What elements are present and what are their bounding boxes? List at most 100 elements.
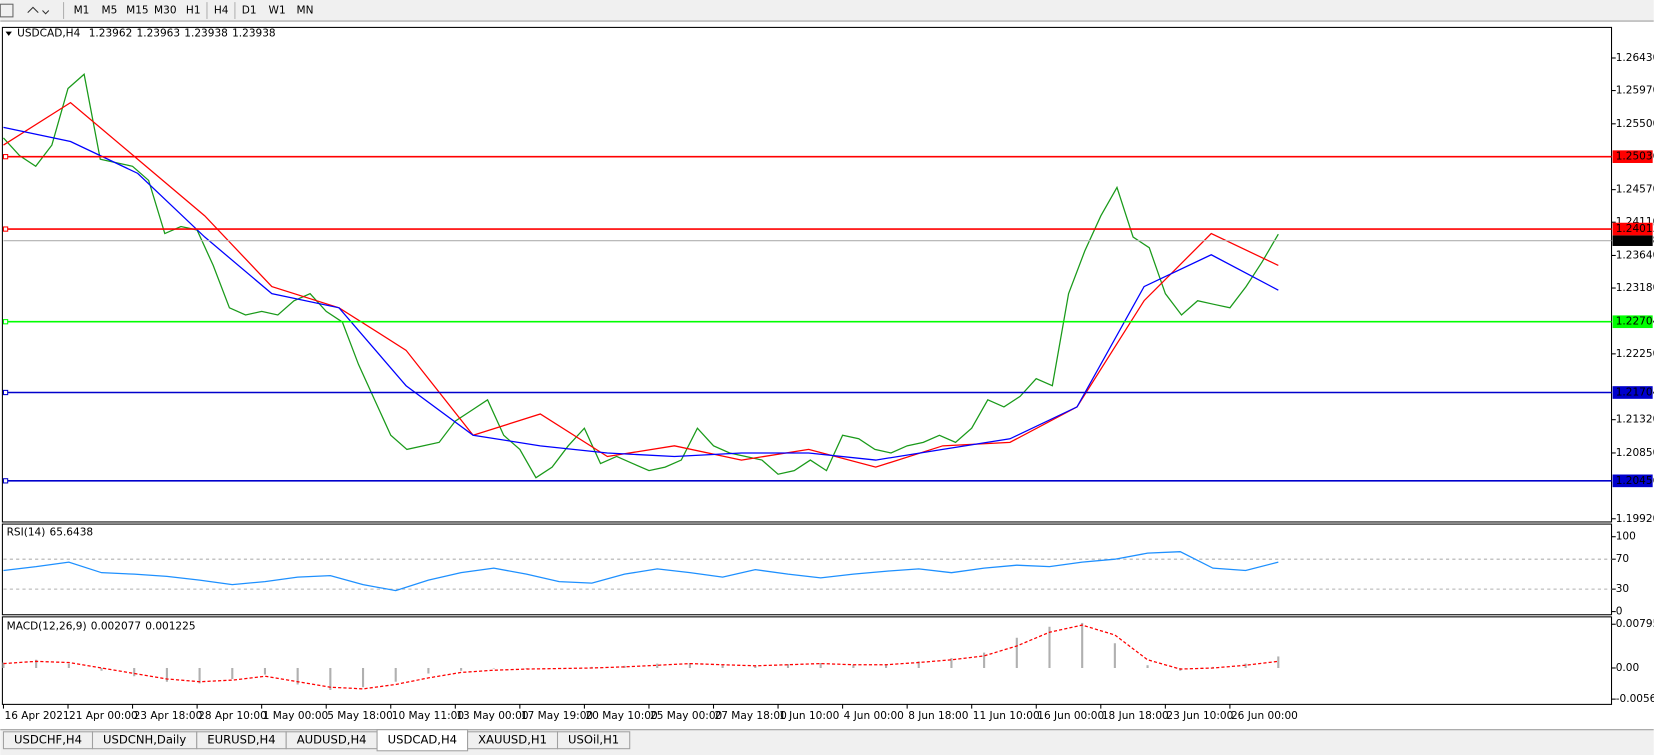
toolbar-icon[interactable]	[0, 3, 14, 18]
x-tick-label: 16 Apr 2021	[5, 710, 70, 722]
tab[interactable]: USDCNH,Daily	[91, 731, 198, 750]
x-tick-label: 4 Jun 00:00	[844, 710, 904, 722]
x-tick-label: 20 May 10:00	[585, 710, 657, 722]
indicator-title: RSI(14)	[7, 527, 46, 539]
collapse-arrow[interactable]	[5, 31, 12, 36]
macd-bar	[1113, 643, 1116, 668]
y-tick-label: -0.005663	[1616, 693, 1654, 705]
timeframe-button[interactable]: D1	[242, 5, 257, 17]
macd-bar	[492, 667, 495, 669]
macd-bar	[852, 664, 855, 668]
x-tick-label: 18 Jun 18:00	[1102, 710, 1169, 722]
x-tick-label: 28 Apr 10:00	[198, 710, 267, 722]
macd-bar	[198, 667, 201, 684]
timeframe-button[interactable]: M15	[126, 5, 149, 17]
y-tick-label: 1.23640	[1616, 249, 1654, 261]
level-price-label: 1.20456	[1616, 475, 1654, 487]
level-price-box	[1612, 150, 1653, 163]
tab[interactable]: EURUSD,H4	[196, 731, 287, 750]
level-handle[interactable]	[2, 226, 9, 232]
macd-bar	[786, 664, 790, 668]
tab-label[interactable]: XAUUSD,H1	[478, 733, 547, 747]
macd-bar	[427, 667, 430, 674]
level-handle[interactable]	[2, 478, 9, 484]
moving-average	[3, 126, 1279, 461]
macd-bar	[133, 667, 136, 677]
x-tick-label: 5 May 18:00	[327, 710, 393, 722]
timeframe-button[interactable]: M30	[154, 5, 177, 17]
x-tick-label: 17 May 19:00	[521, 710, 593, 722]
y-tick-label: 70	[1616, 553, 1629, 565]
tab[interactable]: USDCAD,H4	[376, 729, 469, 752]
timeframe-button[interactable]: H1	[186, 5, 201, 17]
level-price-label: 1.24013	[1616, 223, 1654, 235]
macd-bar	[460, 667, 463, 671]
quote-value: 1.23963	[137, 28, 181, 40]
macd-bar	[656, 663, 659, 668]
macd-bar	[263, 667, 267, 675]
macd-bar	[394, 667, 397, 682]
rsi-panel	[1, 523, 1613, 616]
x-tick-label: 13 May 00:00	[456, 710, 528, 722]
y-tick-label: 1.22250	[1616, 348, 1654, 360]
macd-bar	[361, 667, 365, 688]
timeframe-button[interactable]: H4	[214, 5, 229, 17]
tab-label[interactable]: AUDUSD,H4	[297, 733, 367, 747]
x-tick-label: 25 May 00:00	[650, 710, 722, 722]
macd-bar	[525, 667, 528, 669]
tab[interactable]: XAUUSD,H1	[467, 731, 559, 750]
y-tick-label: 1.21320	[1616, 414, 1654, 426]
timeframe-button[interactable]: MN	[297, 5, 314, 17]
timeframe-button[interactable]: M5	[102, 5, 118, 17]
tab-background[interactable]	[556, 731, 631, 750]
level-handle[interactable]	[2, 154, 9, 160]
macd-bar	[2, 662, 5, 668]
x-tick-label: 21 Apr 00:00	[69, 710, 138, 722]
y-tick-label: 1.24570	[1616, 184, 1654, 196]
tab-label[interactable]: USOil,H1	[568, 733, 619, 747]
level-price-box	[1612, 222, 1653, 236]
macd-bar	[983, 652, 986, 668]
x-tick-label: 8 Jun 18:00	[908, 710, 968, 722]
tab-label[interactable]: EURUSD,H4	[207, 733, 275, 747]
y-tick-label: 30	[1616, 583, 1629, 595]
y-tick-label: 1.26430	[1616, 52, 1654, 64]
level-price-box	[1612, 474, 1653, 488]
macd-bar	[100, 667, 103, 671]
x-tick-label: 10 May 11:00	[392, 710, 464, 722]
tab-label[interactable]: USDCNH,Daily	[103, 733, 186, 747]
current-price-box	[1612, 235, 1653, 246]
macd-bar	[1081, 622, 1084, 668]
level-handle[interactable]	[2, 319, 9, 325]
timeframe-button[interactable]: M1	[74, 5, 90, 17]
macd-signal-line	[3, 624, 1279, 690]
quote-value: 1.23938	[184, 28, 228, 40]
level-price-label: 1.21704	[1616, 387, 1654, 399]
tab[interactable]: USOil,H1	[556, 731, 631, 750]
y-tick-label: 0.007959	[1616, 618, 1654, 630]
y-tick-label: 1.23180	[1616, 282, 1654, 294]
x-tick-label: 26 Jun 00:00	[1231, 710, 1298, 722]
macd-bar	[884, 664, 888, 668]
macd-bar	[1244, 663, 1247, 668]
level-handle[interactable]	[2, 389, 9, 396]
y-tick-label: 100	[1616, 531, 1636, 543]
x-tick-label: 23 Jun 10:00	[1166, 710, 1233, 722]
toolbar-icon[interactable]	[27, 6, 50, 15]
toolbar	[0, 0, 1654, 22]
tab-label[interactable]: USDCHF,H4	[14, 733, 82, 747]
macd-bar	[917, 661, 920, 668]
tab[interactable]: USDCHF,H4	[2, 731, 94, 750]
macd-bar	[231, 667, 234, 679]
tab[interactable]: AUDUSD,H4	[285, 731, 378, 750]
level-price-label: 1.25036	[1616, 151, 1654, 163]
level-price-box	[1612, 386, 1653, 399]
tab-label[interactable]: USDCAD,H4	[388, 733, 457, 747]
y-tick-label: 1.20850	[1616, 447, 1654, 459]
macd-bar	[1277, 656, 1280, 668]
quote-value: 1.23938	[232, 28, 276, 40]
price-line	[2, 73, 1279, 479]
timeframe-button[interactable]: W1	[269, 5, 286, 17]
macd-bar	[721, 665, 724, 668]
indicator-value: 0.001225	[145, 620, 195, 632]
